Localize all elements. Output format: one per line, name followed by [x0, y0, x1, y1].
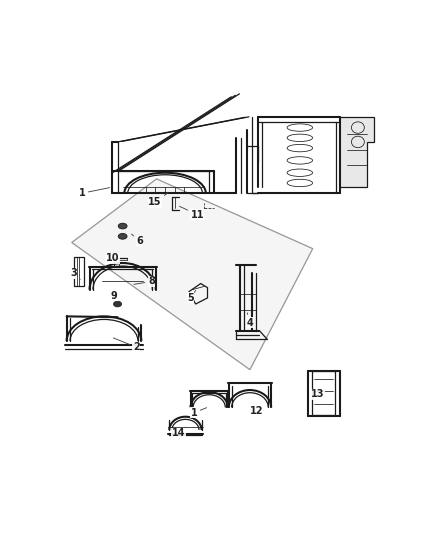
Text: 6: 6	[131, 234, 143, 246]
Polygon shape	[340, 117, 374, 187]
Text: 11: 11	[180, 206, 204, 220]
Text: 4: 4	[247, 313, 253, 327]
Text: 8: 8	[134, 277, 155, 286]
Text: 14: 14	[172, 427, 185, 438]
Text: 1: 1	[191, 408, 207, 418]
Ellipse shape	[118, 233, 127, 239]
Text: 5: 5	[187, 290, 196, 303]
Text: 9: 9	[111, 291, 117, 302]
Text: 2: 2	[113, 338, 140, 352]
Polygon shape	[72, 179, 313, 370]
Text: 10: 10	[106, 253, 119, 264]
Text: 12: 12	[250, 406, 264, 416]
Bar	[74, 257, 84, 286]
Text: 1: 1	[78, 188, 110, 198]
Text: 13: 13	[311, 389, 325, 399]
Ellipse shape	[113, 301, 122, 307]
Text: 15: 15	[148, 193, 168, 207]
Ellipse shape	[118, 223, 127, 229]
Text: 3: 3	[70, 268, 80, 279]
